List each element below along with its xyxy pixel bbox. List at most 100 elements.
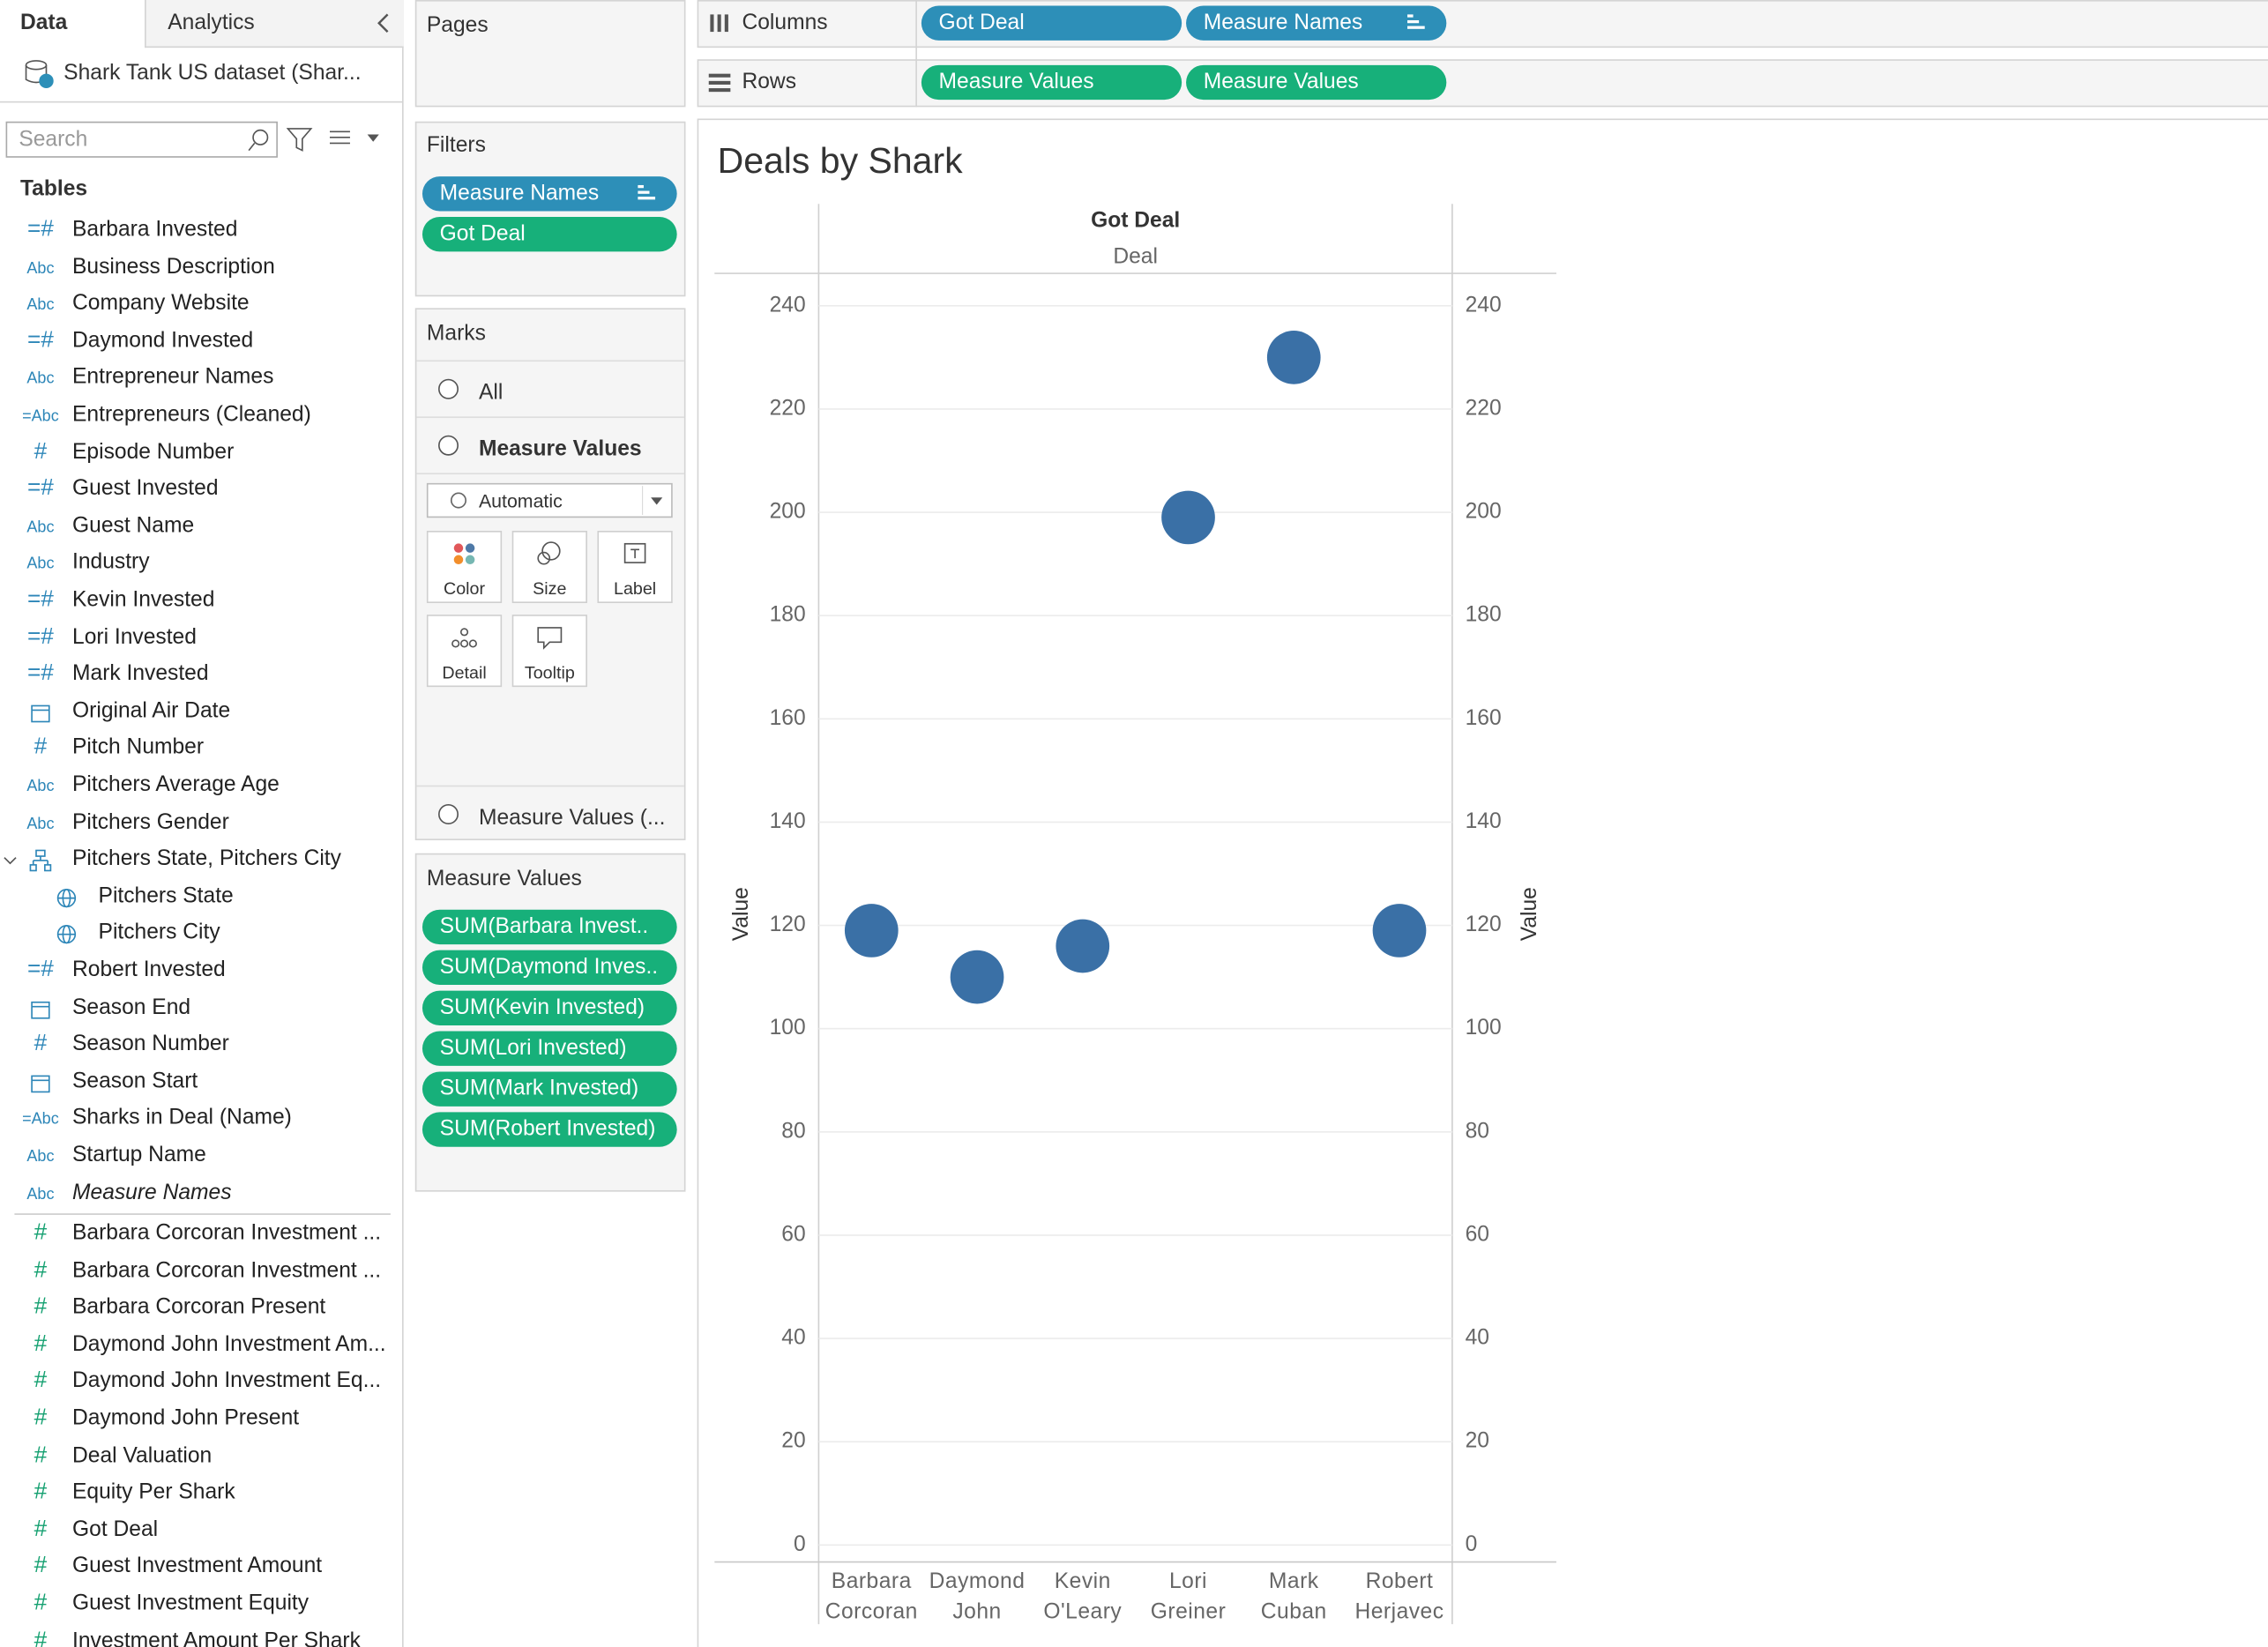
columns-label: Columns [742, 10, 828, 35]
field-name[interactable]: Daymond John Investment Eq... [72, 1368, 382, 1394]
field-icon: # [34, 1257, 48, 1283]
field-name[interactable]: Industry [72, 549, 150, 575]
field-name[interactable]: Deal Valuation [72, 1442, 213, 1468]
pill[interactable]: SUM(Robert Invested) [422, 1112, 677, 1147]
marks-button-label[interactable]: Detail [442, 662, 487, 683]
divider [14, 1213, 391, 1215]
field-name[interactable]: Guest Name [72, 512, 195, 538]
field-name[interactable]: Barbara Corcoran Present [72, 1294, 326, 1320]
pill[interactable]: SUM(Daymond Inves.. [422, 950, 677, 986]
datasource-icon [25, 60, 54, 89]
analytics-tab[interactable] [145, 0, 404, 48]
dot [1266, 331, 1321, 384]
y2-tick-label: 120 [1466, 913, 1502, 936]
marks-layer[interactable]: All [478, 380, 504, 406]
y2-tick-label: 100 [1466, 1016, 1502, 1040]
field-name[interactable]: Pitchers State, Pitchers City [72, 846, 341, 871]
field-name[interactable]: Barbara Corcoran Investment ... [72, 1257, 382, 1283]
field-name[interactable]: Guest Investment Equity [72, 1591, 310, 1616]
sort-bar [1407, 26, 1425, 29]
pill[interactable]: Got Deal [422, 217, 677, 252]
field-name[interactable]: Kevin Invested [72, 586, 215, 612]
field-name[interactable]: Original Air Date [72, 697, 231, 723]
y-tick-label: 100 [770, 1016, 806, 1040]
calendar [31, 1001, 50, 1018]
pill[interactable]: Measure Names [422, 176, 677, 212]
field-name[interactable]: Barbara Corcoran Investment ... [72, 1220, 382, 1246]
field-icon: # [34, 1517, 48, 1542]
field-name[interactable]: Daymond Invested [72, 328, 254, 353]
marks-layer[interactable]: Measure Values [478, 436, 642, 462]
y-tick-label: 220 [770, 396, 806, 420]
pill[interactable]: SUM(Barbara Invest.. [422, 909, 677, 945]
pill[interactable]: Measure Names [1186, 5, 1447, 41]
tab-data[interactable]: Data [19, 10, 68, 35]
pill[interactable]: SUM(Kevin Invested) [422, 990, 677, 1025]
field-name[interactable]: Lori Invested [72, 623, 197, 649]
field-name[interactable]: Startup Name [72, 1142, 206, 1167]
field-name[interactable]: Daymond John Investment Am... [72, 1331, 386, 1357]
marks-button-label[interactable]: Label [614, 578, 657, 600]
pill[interactable]: SUM(Lori Invested) [422, 1031, 677, 1066]
field-name[interactable]: Entrepreneurs (Cleaned) [72, 402, 311, 427]
field-name[interactable]: Mark Invested [72, 660, 209, 686]
field-name[interactable]: Pitchers State [98, 883, 234, 908]
collapse-icon[interactable] [373, 11, 393, 34]
marks-button[interactable] [597, 530, 673, 604]
pane-tools[interactable] [286, 126, 388, 155]
field-name[interactable]: Episode Number [72, 438, 235, 464]
marks-layer[interactable]: Measure Values (... [478, 805, 666, 831]
marks-button[interactable] [426, 615, 503, 688]
pages-shelf[interactable] [414, 0, 686, 108]
field-name[interactable]: Guest Investment Amount [72, 1554, 323, 1579]
field-name[interactable]: Pitchers Gender [72, 809, 229, 834]
field-name[interactable]: Daymond John Present [72, 1405, 300, 1431]
pill[interactable]: Measure Values [1186, 64, 1447, 101]
caret [4, 857, 17, 865]
field-name[interactable]: Pitchers Average Age [72, 771, 280, 797]
field-name[interactable]: Investment Amount Per Shark [72, 1628, 361, 1647]
field-icon: # [34, 1368, 48, 1394]
field-name[interactable]: Season Start [72, 1068, 198, 1093]
y-tick-label: 160 [770, 706, 806, 730]
field-name[interactable]: Guest Invested [72, 475, 219, 501]
pill[interactable]: SUM(Mark Invested) [422, 1071, 677, 1107]
pill[interactable]: Got Deal [921, 5, 1182, 41]
field-icon: Abc [26, 1185, 55, 1204]
marks-button-label[interactable]: Tooltip [524, 662, 575, 683]
field-name[interactable]: Equity Per Shark [72, 1479, 235, 1505]
marks-button-label[interactable]: Size [533, 578, 567, 600]
mark-type-dropdown[interactable] [426, 482, 673, 518]
tab-analytics[interactable]: Analytics [168, 10, 255, 35]
field-name[interactable]: Entrepreneur Names [72, 364, 274, 390]
divider [0, 101, 403, 103]
field-name[interactable]: Pitchers City [98, 920, 220, 945]
field-name[interactable]: Robert Invested [72, 957, 226, 982]
field-name[interactable]: Company Website [72, 291, 250, 316]
field-name[interactable]: Business Description [72, 254, 275, 279]
radio-circle [438, 378, 459, 399]
color-dot [453, 555, 464, 565]
field-name[interactable]: Pitch Number [72, 734, 205, 760]
field-name[interactable]: Season Number [72, 1031, 229, 1056]
tooltip-icon [537, 627, 563, 650]
field-name[interactable]: Measure Names [72, 1179, 232, 1204]
marks-button[interactable] [426, 530, 503, 604]
marks-button-label[interactable]: Color [444, 578, 486, 600]
search-box[interactable] [5, 121, 278, 158]
field-name[interactable]: Got Deal [72, 1517, 159, 1542]
dot [950, 950, 1004, 1004]
field-name[interactable]: Sharks in Deal (Name) [72, 1105, 292, 1130]
marks-button[interactable] [511, 615, 587, 688]
field-name[interactable]: Season End [72, 994, 191, 1019]
field-icon: =# [26, 217, 54, 242]
y2-tick-label: 20 [1466, 1429, 1489, 1453]
pill[interactable]: Measure Values [921, 64, 1182, 101]
datasource-name[interactable]: Shark Tank US dataset (Shar... [63, 60, 362, 86]
y-tick-label: 200 [770, 500, 806, 524]
field-name[interactable]: Barbara Invested [72, 217, 238, 242]
field-icon: Abc [26, 518, 55, 537]
x-tick-label: Barbara Corcoran [824, 1569, 918, 1625]
